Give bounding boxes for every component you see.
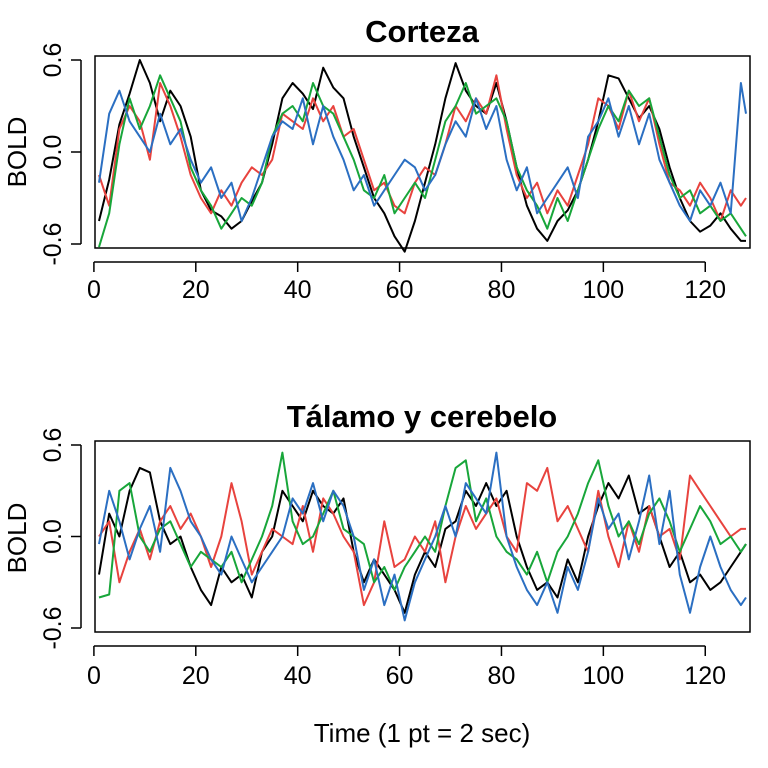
series-line-blue xyxy=(98,82,747,222)
plot-frame xyxy=(94,440,751,633)
y-axis-label: BOLD xyxy=(2,117,32,188)
chart-title: Corteza xyxy=(365,14,479,49)
y-axis-label: BOLD xyxy=(2,503,32,574)
x-tick-label: 60 xyxy=(386,662,414,690)
chart-talamo-cerebelo: Tálamo y cerebelo BOLD 0 20 40 60 80 100 120 -0… xyxy=(2,399,751,690)
x-tick-label: 40 xyxy=(284,276,312,304)
x-tick-label: 120 xyxy=(684,276,726,304)
series-line-black xyxy=(98,59,746,253)
y-tick-label: 0.6 xyxy=(39,43,67,78)
x-tick-label: 100 xyxy=(582,662,624,690)
y-tick-label: -0.6 xyxy=(39,606,67,649)
plot-frame xyxy=(94,55,751,249)
y-tick-label: -0.6 xyxy=(39,222,67,265)
x-tick-label: 40 xyxy=(284,662,312,690)
x-tick-label: 80 xyxy=(488,276,516,304)
x-tick-label: 80 xyxy=(488,662,516,690)
series-line-red xyxy=(98,74,747,222)
x-tick-label: 0 xyxy=(87,662,101,690)
x-tick-label: 20 xyxy=(182,662,210,690)
x-tick-label: 100 xyxy=(582,276,624,304)
series-line-blue xyxy=(98,451,747,622)
series-line-green xyxy=(98,74,747,248)
series-line-red xyxy=(98,466,746,607)
x-tick-label: 60 xyxy=(386,276,414,304)
y-tick-label: 0.0 xyxy=(39,519,67,554)
series-line-green xyxy=(98,451,747,599)
chart-title: Tálamo y cerebelo xyxy=(287,399,558,434)
y-tick-label: 0.6 xyxy=(39,428,67,463)
chart-corteza: Corteza BOLD 0 20 40 60 80 100 120 -0.6 0.0 0.6 xyxy=(2,14,751,304)
y-tick-label: 0.0 xyxy=(39,135,67,170)
x-tick-label: 20 xyxy=(182,276,210,304)
x-tick-label: 0 xyxy=(87,276,101,304)
x-tick-label: 120 xyxy=(684,662,726,690)
x-axis-label: Time (1 pt = 2 sec) xyxy=(314,718,531,748)
